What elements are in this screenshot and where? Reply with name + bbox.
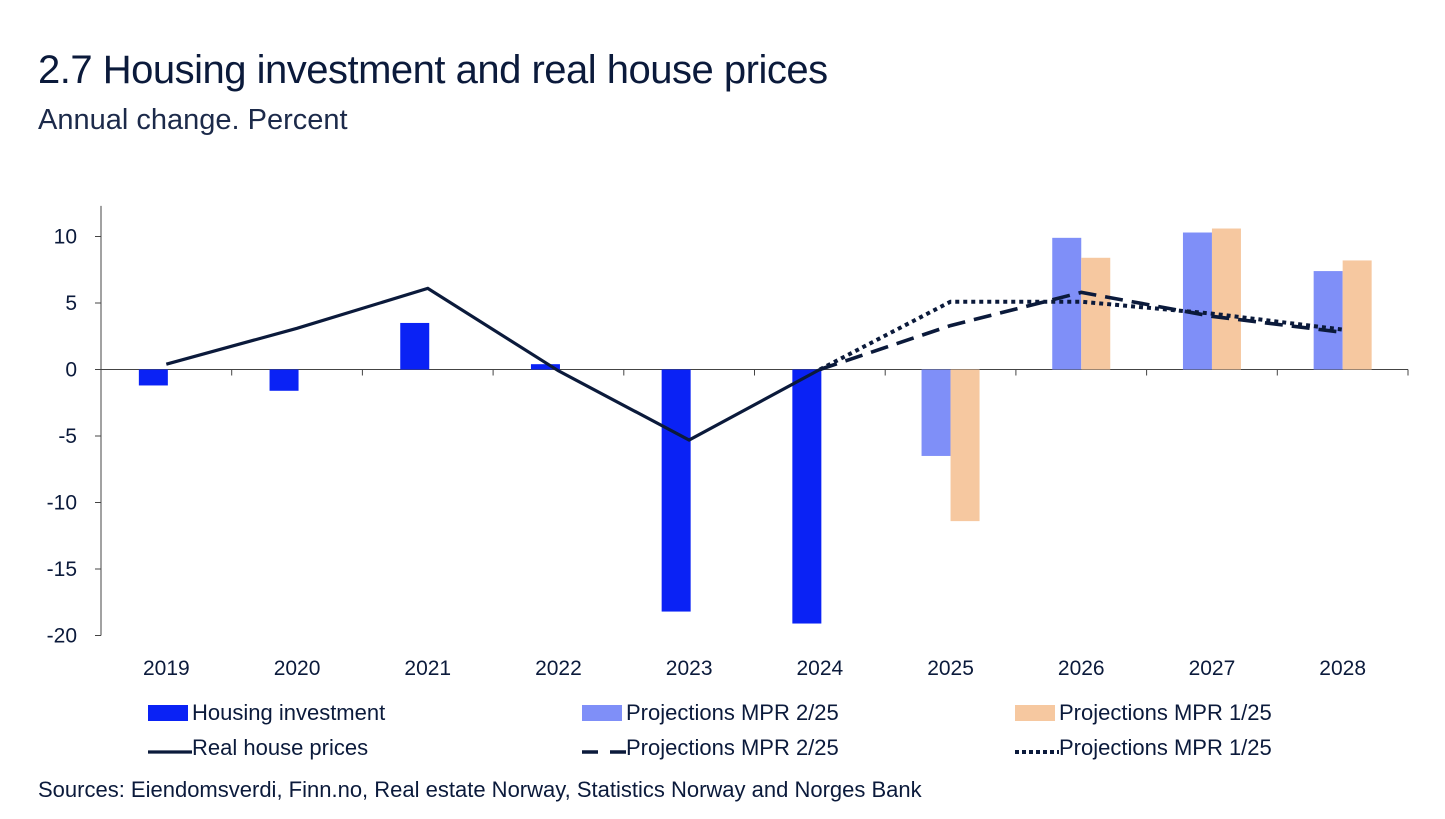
bar-projections-mpr-1-25: [1211, 228, 1241, 370]
tick-labels-layer: 10 5 0 -5 -10 -15 -20 2019 2020 2021 2022 2023 2024 2…: [47, 226, 1366, 681]
x-tick-label: 2026: [1058, 657, 1105, 680]
x-tick-label: 2028: [1319, 657, 1366, 680]
y-tick-label: -5: [58, 425, 77, 448]
x-tick-label: 2019: [143, 657, 190, 680]
y-tick-label: -15: [47, 558, 77, 581]
bar-projections-mpr-2-25: [1313, 271, 1343, 370]
bar-projections-mpr-2-25: [1182, 232, 1212, 370]
y-tick-label: 5: [65, 292, 77, 315]
lines-layer: [165, 286, 1343, 442]
bar-projections-mpr-1-25: [1081, 257, 1111, 370]
x-tick-label: 2024: [796, 657, 843, 680]
bar-projections-mpr-1-25: [950, 369, 980, 522]
y-tick-label: 0: [65, 359, 77, 382]
bar-projections-mpr-2-25: [921, 369, 951, 456]
bar-housing-investment: [530, 364, 560, 370]
bar-housing-investment: [269, 369, 299, 391]
x-tick-label: 2021: [404, 657, 451, 680]
bar-housing-investment: [400, 322, 430, 370]
line-real-house-prices: [165, 286, 821, 442]
chart-title: 2.7 Housing investment and real house pr…: [38, 48, 828, 92]
line-projections-mpr-1-25: [818, 299, 1343, 372]
y-tick-label: -20: [47, 625, 77, 648]
x-tick-label: 2025: [927, 657, 974, 680]
y-tick-label: 10: [54, 226, 77, 249]
bar-housing-investment: [792, 369, 822, 624]
bar-housing-investment: [138, 369, 168, 386]
chart-subtitle: Annual change. Percent: [38, 104, 348, 136]
sources-note: Sources: Eiendomsverdi, Finn.no, Real es…: [38, 777, 922, 802]
y-tick-label: -10: [47, 492, 77, 515]
bar-housing-investment: [661, 369, 691, 612]
x-tick-label: 2027: [1189, 657, 1236, 680]
x-tick-label: 2023: [666, 657, 713, 680]
line-projections-mpr-2-25: [819, 290, 1343, 372]
x-tick-label: 2022: [535, 657, 582, 680]
x-tick-label: 2020: [274, 657, 321, 680]
bar-projections-mpr-1-25: [1342, 260, 1372, 370]
bars-layer: [138, 228, 1372, 624]
